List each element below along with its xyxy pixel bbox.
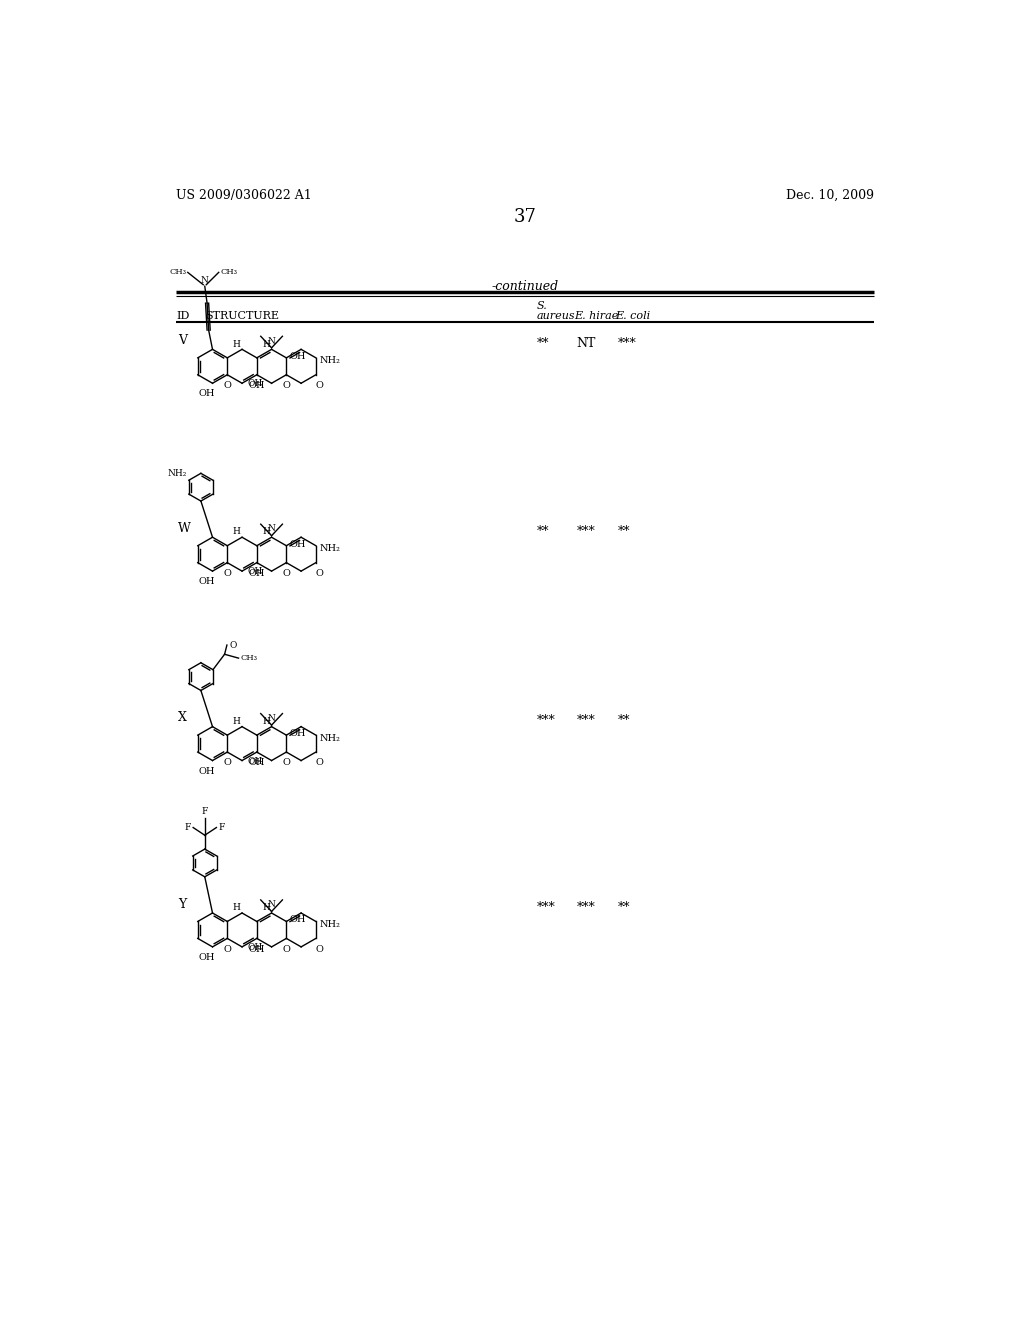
Text: V: V <box>178 334 187 347</box>
Text: NT: NT <box>577 337 596 350</box>
Text: **: ** <box>537 525 549 539</box>
Text: ***: *** <box>577 900 596 913</box>
Text: NH₂: NH₂ <box>167 469 186 478</box>
Text: **: ** <box>617 525 631 539</box>
Text: X: X <box>178 711 187 725</box>
Text: O: O <box>315 758 324 767</box>
Text: US 2009/0306022 A1: US 2009/0306022 A1 <box>176 189 311 202</box>
Text: OH: OH <box>248 756 263 766</box>
Text: **: ** <box>617 900 631 913</box>
Text: E. hirae: E. hirae <box>574 312 618 321</box>
Text: CH₃: CH₃ <box>169 268 186 276</box>
Text: H: H <box>262 339 270 348</box>
Text: **: ** <box>537 337 549 350</box>
Text: Y: Y <box>178 898 186 911</box>
Text: STRUCTURE: STRUCTURE <box>206 312 280 321</box>
Text: O: O <box>283 758 290 767</box>
Text: H: H <box>232 903 241 912</box>
Text: O: O <box>315 381 324 389</box>
Text: OH: OH <box>198 577 215 586</box>
Text: ***: *** <box>577 525 596 539</box>
Text: F: F <box>219 824 225 832</box>
Text: OH: OH <box>249 945 265 953</box>
Text: OH: OH <box>290 916 306 924</box>
Text: N: N <box>267 714 275 723</box>
Text: OH: OH <box>198 767 215 776</box>
Text: ***: *** <box>617 337 637 350</box>
Text: O: O <box>229 640 237 649</box>
Text: N: N <box>267 900 275 909</box>
Text: H: H <box>262 528 270 536</box>
Text: N: N <box>267 337 275 346</box>
Text: -continued: -continued <box>492 280 558 293</box>
Text: ***: *** <box>577 714 596 727</box>
Text: ID: ID <box>176 312 189 321</box>
Text: OH: OH <box>198 389 215 399</box>
Text: W: W <box>178 521 191 535</box>
Text: N: N <box>267 524 275 533</box>
Text: O: O <box>283 381 290 389</box>
Text: H: H <box>232 717 241 726</box>
Text: NH₂: NH₂ <box>319 920 341 929</box>
Text: CH₃: CH₃ <box>220 268 238 276</box>
Text: NH₂: NH₂ <box>319 544 341 553</box>
Text: ***: *** <box>537 900 555 913</box>
Text: OH: OH <box>198 953 215 962</box>
Text: **: ** <box>617 714 631 727</box>
Text: F: F <box>202 807 208 816</box>
Text: O: O <box>315 569 324 578</box>
Text: NH₂: NH₂ <box>319 356 341 366</box>
Text: H: H <box>262 903 270 912</box>
Text: CH₃: CH₃ <box>240 655 257 663</box>
Text: NH₂: NH₂ <box>319 734 341 743</box>
Text: H: H <box>232 339 241 348</box>
Text: Dec. 10, 2009: Dec. 10, 2009 <box>785 189 873 202</box>
Text: O: O <box>315 945 324 953</box>
Text: OH: OH <box>248 379 263 388</box>
Text: aureus: aureus <box>537 312 575 321</box>
Text: OH: OH <box>248 942 263 952</box>
Text: OH: OH <box>248 568 263 577</box>
Text: O: O <box>283 569 290 578</box>
Text: H: H <box>262 717 270 726</box>
Text: N: N <box>201 276 209 285</box>
Text: S.: S. <box>537 301 547 310</box>
Text: O: O <box>223 381 231 389</box>
Text: OH: OH <box>290 729 306 738</box>
Text: OH: OH <box>249 381 265 389</box>
Text: O: O <box>223 569 231 578</box>
Text: OH: OH <box>290 352 306 360</box>
Text: 37: 37 <box>513 209 537 227</box>
Text: O: O <box>223 945 231 953</box>
Text: E. coli: E. coli <box>615 312 650 321</box>
Text: O: O <box>283 945 290 953</box>
Text: OH: OH <box>290 540 306 549</box>
Text: OH: OH <box>249 758 265 767</box>
Text: O: O <box>223 758 231 767</box>
Text: F: F <box>184 824 190 832</box>
Text: ***: *** <box>537 714 555 727</box>
Text: OH: OH <box>249 569 265 578</box>
Text: H: H <box>232 528 241 536</box>
